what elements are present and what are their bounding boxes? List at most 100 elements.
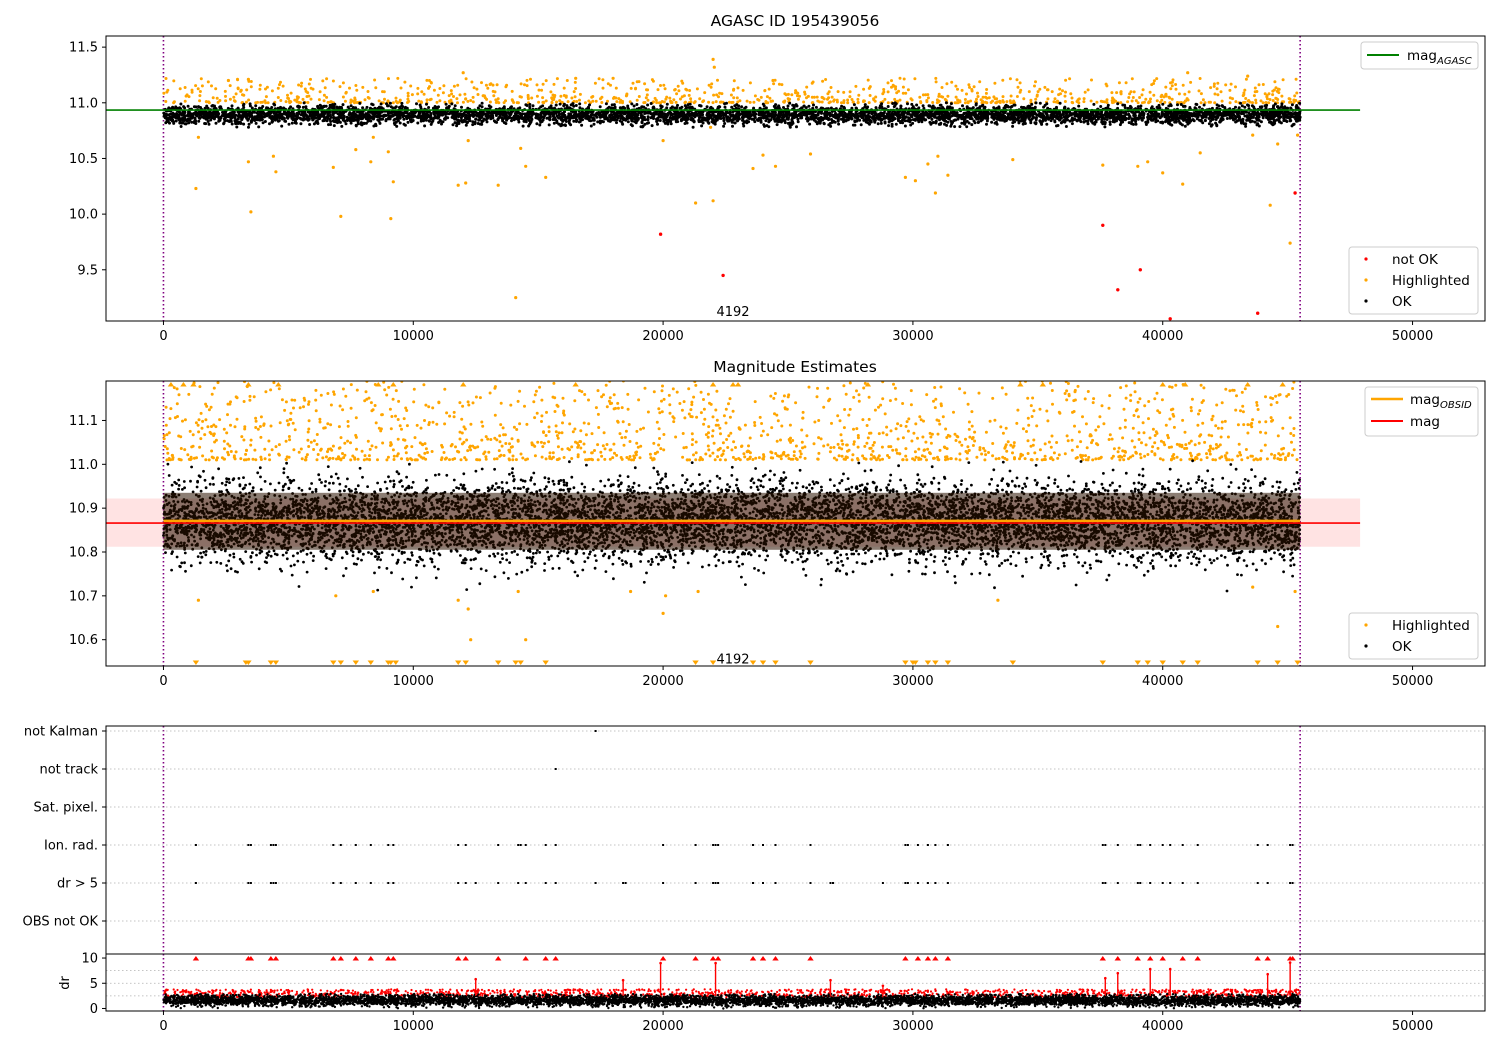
highlighted-point bbox=[526, 93, 530, 97]
ok-point bbox=[187, 114, 190, 118]
ok-point bbox=[997, 106, 1001, 110]
highlighted-point bbox=[526, 97, 530, 101]
ok-point bbox=[808, 122, 812, 126]
ok-point bbox=[1157, 112, 1161, 116]
highlighted-point bbox=[286, 93, 289, 97]
highlighted-point bbox=[824, 78, 828, 81]
highlighted-point bbox=[934, 80, 938, 84]
ok-point bbox=[790, 118, 794, 122]
highlighted-point bbox=[1064, 90, 1067, 94]
highlighted-point bbox=[449, 98, 453, 102]
highlighted-point bbox=[510, 89, 514, 93]
ok-point bbox=[1108, 122, 1112, 126]
highlighted-point bbox=[288, 101, 292, 105]
highlighted-point bbox=[944, 99, 948, 103]
highlighted-point bbox=[1273, 80, 1277, 84]
highlighted-point bbox=[1177, 92, 1181, 96]
ok-point bbox=[1207, 122, 1211, 126]
highlighted-point bbox=[811, 101, 815, 105]
ok-point bbox=[1195, 117, 1199, 121]
highlighted-point bbox=[1058, 87, 1062, 91]
highlighted-point bbox=[1186, 98, 1190, 102]
highlighted-point bbox=[921, 93, 925, 97]
highlighted-point bbox=[403, 80, 407, 84]
highlighted-point bbox=[614, 86, 618, 90]
highlighted-point bbox=[593, 81, 597, 85]
ok-point bbox=[480, 101, 484, 105]
ok-point bbox=[1176, 103, 1179, 107]
highlighted-point bbox=[848, 90, 852, 94]
ok-point bbox=[187, 121, 191, 125]
highlighted-point bbox=[1292, 100, 1296, 104]
highlighted-point bbox=[1140, 93, 1144, 97]
highlighted-point bbox=[941, 95, 945, 99]
ok-point bbox=[630, 102, 634, 106]
highlighted-point bbox=[427, 86, 430, 90]
ok-point bbox=[917, 120, 921, 124]
highlighted-point bbox=[306, 91, 310, 95]
highlighted-point bbox=[689, 97, 693, 101]
ok-point bbox=[1239, 101, 1242, 105]
ok-point bbox=[365, 105, 369, 109]
highlighted-point bbox=[228, 97, 232, 101]
highlighted-point bbox=[1149, 97, 1152, 101]
highlighted-point bbox=[572, 90, 576, 94]
highlighted-point bbox=[909, 97, 913, 101]
highlighted-point bbox=[1022, 97, 1026, 101]
highlighted-point bbox=[471, 100, 475, 104]
ok-point bbox=[1193, 106, 1197, 110]
ok-point bbox=[1094, 120, 1098, 124]
ok-point bbox=[938, 103, 942, 107]
ok-point bbox=[348, 116, 352, 119]
highlighted-point bbox=[850, 98, 854, 101]
ok-point bbox=[737, 104, 741, 108]
ok-point bbox=[368, 110, 372, 114]
ok-point bbox=[428, 119, 431, 123]
highlighted-point bbox=[338, 85, 342, 89]
highlighted-point bbox=[519, 95, 523, 99]
highlighted-point bbox=[680, 79, 684, 83]
ok-point bbox=[922, 106, 926, 110]
highlighted-point bbox=[752, 100, 756, 104]
highlighted-point bbox=[968, 85, 971, 89]
ok-point bbox=[1223, 106, 1227, 109]
highlighted-point bbox=[810, 81, 814, 85]
ok-point bbox=[471, 115, 475, 118]
ok-point bbox=[572, 119, 576, 123]
highlighted-point bbox=[552, 82, 556, 86]
highlighted-point bbox=[946, 94, 950, 98]
highlighted-point bbox=[702, 99, 706, 103]
ok-point bbox=[328, 103, 332, 107]
highlighted-point bbox=[1281, 78, 1285, 82]
highlighted-point bbox=[207, 100, 211, 104]
highlighted-point bbox=[1259, 99, 1263, 103]
ok-point bbox=[1242, 112, 1245, 116]
highlighted-point bbox=[1182, 101, 1186, 105]
highlighted-point bbox=[386, 100, 390, 104]
highlighted-point bbox=[540, 88, 544, 92]
ok-point bbox=[863, 103, 867, 107]
highlighted-point bbox=[815, 95, 819, 99]
highlighted-point bbox=[868, 85, 872, 89]
highlighted-point bbox=[1209, 100, 1212, 104]
highlighted-point bbox=[1152, 79, 1156, 83]
highlighted-point bbox=[492, 94, 496, 98]
ok-point bbox=[811, 113, 815, 117]
highlighted-point bbox=[759, 95, 763, 99]
highlighted-point bbox=[399, 86, 403, 90]
ok-point bbox=[453, 104, 457, 108]
ok-point bbox=[214, 121, 218, 125]
ok-point bbox=[1127, 121, 1131, 125]
highlighted-point bbox=[703, 91, 707, 95]
highlighted-point bbox=[836, 90, 840, 94]
ok-point bbox=[1131, 122, 1135, 126]
highlighted-point bbox=[300, 81, 304, 85]
highlighted-point bbox=[642, 101, 646, 105]
ok-point bbox=[1129, 106, 1133, 110]
ok-point bbox=[332, 116, 336, 120]
ok-point bbox=[836, 118, 840, 122]
highlighted-point bbox=[963, 101, 967, 105]
ok-point bbox=[874, 112, 878, 116]
highlighted-point bbox=[239, 88, 243, 92]
highlighted-point bbox=[842, 99, 846, 103]
